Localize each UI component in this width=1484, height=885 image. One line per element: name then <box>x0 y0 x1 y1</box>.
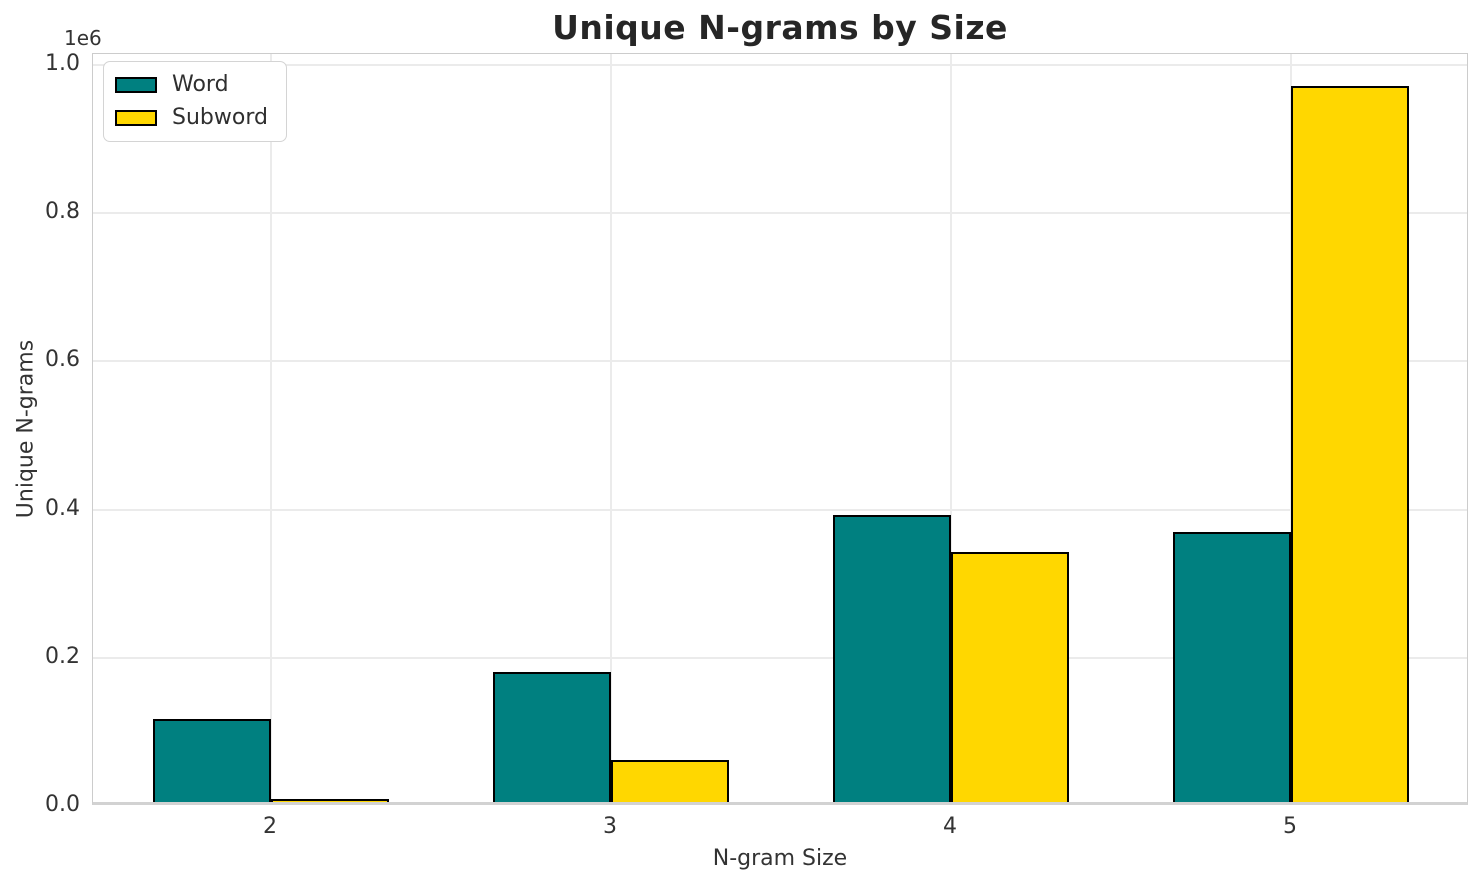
x-axis-label: N-gram Size <box>712 846 848 871</box>
y-tick-label: 0.2 <box>45 643 80 669</box>
y-tick-label: 0.6 <box>45 347 80 373</box>
x-tick-label: 4 <box>943 814 957 839</box>
legend-label: Word <box>172 72 229 97</box>
bar-subword-n4 <box>951 552 1069 802</box>
legend-item-subword: Subword <box>115 104 268 132</box>
plot-area <box>92 53 1468 805</box>
x-tick-label: 3 <box>603 814 617 839</box>
bar-subword-n5 <box>1291 86 1409 802</box>
legend-item-word: Word <box>115 71 268 99</box>
y-axis-offset-label: 1e6 <box>64 26 102 50</box>
h-gridline <box>93 64 1467 66</box>
v-gridline <box>610 54 612 802</box>
x-tick-label: 5 <box>1283 814 1297 839</box>
x-tick-label: 2 <box>263 814 277 839</box>
h-gridline <box>93 508 1467 511</box>
bar-word-n2 <box>153 719 271 802</box>
bar-subword-n3 <box>611 760 729 802</box>
chart-title: Unique N-grams by Size <box>552 8 1008 47</box>
h-gridline <box>93 656 1467 659</box>
bar-word-n4 <box>833 515 951 802</box>
bar-word-n3 <box>493 672 611 802</box>
legend-label: Subword <box>172 105 268 130</box>
legend-swatch-icon <box>115 77 157 93</box>
v-gridline <box>270 54 272 802</box>
bar-subword-n2 <box>271 799 389 802</box>
h-gridline <box>93 360 1467 363</box>
y-tick-label: 0.8 <box>45 199 80 225</box>
legend: Word Subword <box>103 61 287 142</box>
bar-word-n5 <box>1173 532 1291 802</box>
v-gridline <box>950 54 952 802</box>
y-tick-label: 0.0 <box>45 792 80 817</box>
legend-swatch-icon <box>115 110 157 126</box>
h-gridline <box>93 212 1467 215</box>
y-tick-label: 1.0 <box>45 51 80 76</box>
y-tick-label: 0.4 <box>45 495 80 521</box>
